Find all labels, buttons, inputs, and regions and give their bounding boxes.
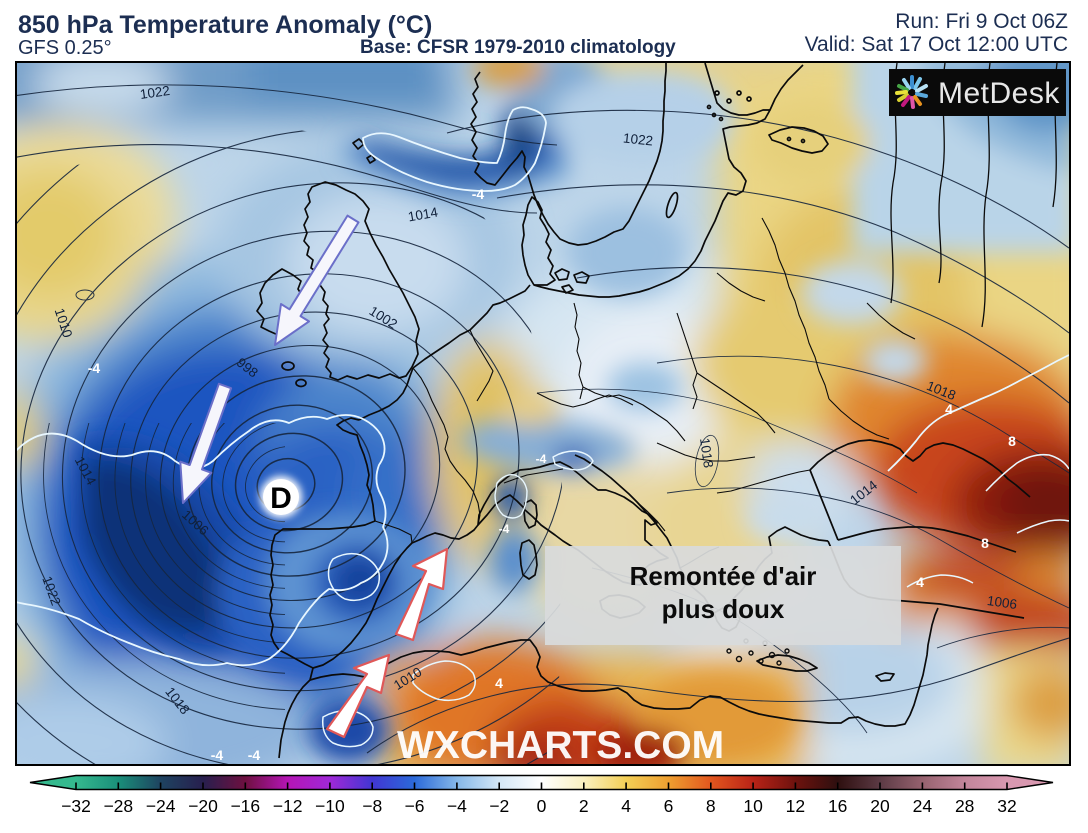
svg-text:−12: −12 [273,796,303,816]
svg-text:-4: -4 [536,452,547,466]
svg-text:1018: 1018 [697,437,716,469]
svg-text:32: 32 [997,796,1016,816]
svg-text:8: 8 [981,535,989,551]
svg-text:0: 0 [537,796,547,816]
svg-text:−4: −4 [447,796,467,816]
svg-text:8: 8 [1008,433,1016,449]
svg-text:−10: −10 [315,796,345,816]
svg-text:-4: -4 [211,747,224,763]
svg-text:20: 20 [870,796,890,816]
svg-text:MetDesk: MetDesk [938,77,1060,110]
svg-text:16: 16 [828,796,847,816]
svg-text:1022: 1022 [139,83,171,102]
svg-text:Remontée d'air: Remontée d'air [630,561,817,591]
svg-text:6: 6 [664,796,674,816]
svg-text:24: 24 [913,796,933,816]
svg-text:−28: −28 [103,796,133,816]
svg-text:1006: 1006 [986,593,1018,612]
svg-text:-4: -4 [248,747,261,763]
svg-text:-4: -4 [88,360,101,376]
svg-text:10: 10 [743,796,763,816]
svg-text:1014: 1014 [407,204,440,224]
svg-text:D: D [270,482,292,515]
svg-text:8: 8 [706,796,716,816]
svg-text:4: 4 [945,401,953,417]
svg-text:−16: −16 [230,796,260,816]
svg-text:4: 4 [916,574,924,590]
svg-text:−2: −2 [489,796,509,816]
svg-text:−24: −24 [146,796,176,816]
svg-text:12: 12 [786,796,805,816]
svg-text:4: 4 [621,796,631,816]
svg-text:4: 4 [495,675,503,691]
svg-text:2: 2 [579,796,589,816]
svg-text:−6: −6 [405,796,425,816]
svg-text:WXCHARTS.COM: WXCHARTS.COM [397,724,724,764]
svg-text:1022: 1022 [622,130,653,148]
svg-text:−20: −20 [188,796,218,816]
svg-text:-4: -4 [499,522,510,536]
svg-text:28: 28 [955,796,974,816]
svg-text:−32: −32 [61,796,91,816]
svg-text:plus doux: plus doux [662,594,785,624]
svg-text:-4: -4 [472,186,485,202]
svg-text:−8: −8 [362,796,382,816]
